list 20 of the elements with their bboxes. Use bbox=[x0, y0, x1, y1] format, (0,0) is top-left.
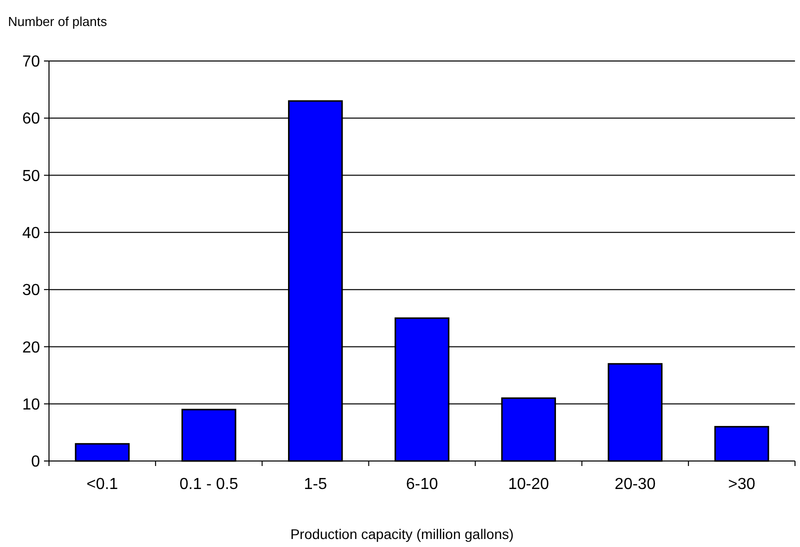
y-tick-label: 10 bbox=[22, 396, 40, 414]
x-tick-label: 6-10 bbox=[406, 476, 438, 493]
bar bbox=[181, 408, 236, 462]
x-tick-label: >30 bbox=[728, 476, 756, 493]
x-axis-title: Production capacity (million gallons) bbox=[290, 526, 514, 542]
x-tick-label: <0.1 bbox=[86, 476, 118, 493]
bar bbox=[74, 443, 130, 462]
y-tick-label: 20 bbox=[22, 339, 40, 356]
y-tick-label: 70 bbox=[22, 54, 40, 71]
y-tick-label: 50 bbox=[22, 168, 40, 185]
x-tick-label: 0.1 - 0.5 bbox=[180, 476, 238, 493]
y-tick-label: 0 bbox=[31, 454, 40, 471]
bar bbox=[714, 426, 770, 462]
y-tick-label: 30 bbox=[22, 282, 40, 300]
x-tick-label: 1-5 bbox=[304, 476, 328, 493]
x-tick-label: 20-30 bbox=[614, 476, 656, 493]
y-tick-label: 60 bbox=[22, 110, 40, 128]
y-tick-label: 40 bbox=[22, 225, 40, 242]
y-axis-title: Number of plants bbox=[8, 14, 108, 29]
x-tick-label: 10-20 bbox=[508, 476, 550, 493]
